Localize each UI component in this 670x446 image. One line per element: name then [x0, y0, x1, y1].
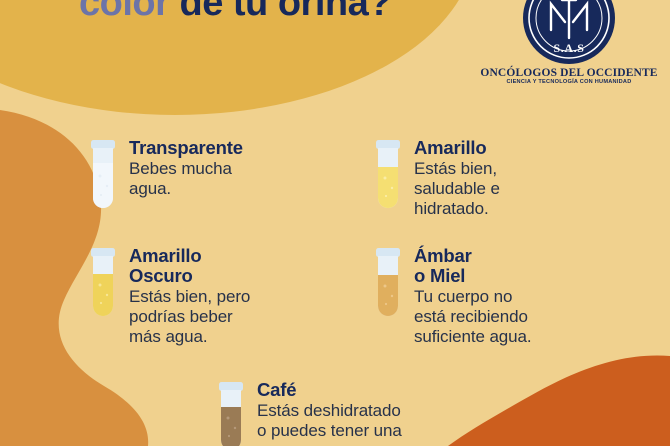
page-title-highlight: color — [79, 0, 170, 24]
test-tube-icon — [376, 140, 400, 208]
item-text-block: Transparente Bebes mucha agua. — [129, 138, 243, 199]
test-tube-icon — [219, 382, 243, 446]
item-title: Amarillo — [414, 137, 487, 158]
svg-text:S.A.S: S.A.S — [553, 41, 584, 55]
page-title-rest: de tu orina? — [179, 0, 392, 24]
bottom-right-orange-shape — [448, 355, 670, 446]
item-text-block: Amarillo Oscuro Estás bien, pero podrías… — [129, 246, 250, 347]
logo-tagline: CIENCIA Y TECNOLOGÍA CON HUMANIDAD — [506, 79, 632, 85]
item-description: Estás bien, saludable e hidratado. — [414, 158, 500, 219]
list-item-cafe: Café Estás deshidratado o puedes tener u… — [216, 380, 402, 446]
list-item-amarillo: Amarillo Estás bien, saludable e hidrata… — [373, 138, 500, 219]
item-description: Estás bien, pero podrías beber más agua. — [129, 286, 251, 347]
brand-logo: S.A.S ONCÓLOGOS DEL OCCIDENTE CIENCIA Y … — [476, 0, 662, 85]
list-item-transparente: Transparente Bebes mucha agua. — [88, 138, 243, 216]
item-text-block: Ámbar o Miel Tu cuerpo no está recibiend… — [414, 245, 532, 347]
page-title: color de tu orina? — [0, 0, 470, 24]
item-title: Café — [257, 379, 297, 400]
list-item-ambar-o-miel: Ámbar o Miel Tu cuerpo no está recibiend… — [373, 245, 532, 347]
item-description: Bebes mucha agua. — [129, 158, 232, 199]
item-description: Tu cuerpo no está recibiendo suficiente … — [414, 286, 532, 347]
item-title: Ámbar o Miel — [414, 245, 472, 286]
logo-organization-name: ONCÓLOGOS DEL OCCIDENTE — [480, 67, 658, 79]
left-orange-blob-shape — [0, 110, 149, 446]
test-tube-icon — [376, 248, 400, 316]
test-tube-icon — [91, 248, 115, 316]
seal-icon: S.A.S — [523, 0, 615, 64]
item-text-block: Amarillo Estás bien, saludable e hidrata… — [414, 138, 500, 219]
item-title: Amarillo Oscuro — [129, 245, 202, 286]
golden-ellipse-shape — [0, 0, 459, 115]
test-tube-icon — [91, 140, 115, 208]
item-text-block: Café Estás deshidratado o puedes tener u… — [257, 380, 402, 441]
item-title: Transparente — [129, 137, 243, 158]
item-description: Estás deshidratado o puedes tener una — [257, 400, 402, 441]
list-item-amarillo-oscuro: Amarillo Oscuro Estás bien, pero podrías… — [88, 246, 250, 347]
